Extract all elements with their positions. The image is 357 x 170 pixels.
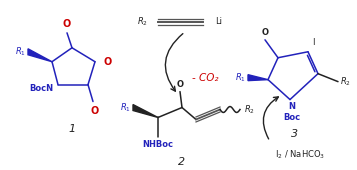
Text: Boc: Boc — [283, 114, 301, 123]
Text: $R_1$: $R_1$ — [120, 101, 131, 114]
Text: Li: Li — [215, 17, 222, 26]
Text: BocN: BocN — [29, 84, 53, 93]
Text: O: O — [91, 106, 99, 116]
Text: NHBoc: NHBoc — [142, 140, 174, 149]
Text: N: N — [288, 101, 296, 110]
Polygon shape — [28, 49, 52, 62]
Text: I$_2$ / NaHCO$_3$: I$_2$ / NaHCO$_3$ — [275, 148, 325, 160]
Text: O: O — [261, 28, 268, 37]
Text: 3: 3 — [291, 129, 298, 139]
Text: $R_2$: $R_2$ — [244, 103, 255, 116]
Text: - CO₂: - CO₂ — [192, 73, 218, 83]
Text: O: O — [103, 57, 111, 67]
Text: I: I — [312, 38, 315, 47]
Text: 1: 1 — [69, 124, 76, 134]
Polygon shape — [133, 105, 158, 117]
Text: $R_1$: $R_1$ — [15, 46, 26, 58]
Text: $R_2$: $R_2$ — [340, 75, 351, 88]
Text: $R_1$: $R_1$ — [235, 71, 246, 84]
Text: $R_2$: $R_2$ — [137, 16, 148, 28]
Text: O: O — [63, 19, 71, 29]
Text: 2: 2 — [178, 157, 186, 167]
Text: O: O — [176, 80, 183, 89]
Polygon shape — [248, 75, 268, 81]
